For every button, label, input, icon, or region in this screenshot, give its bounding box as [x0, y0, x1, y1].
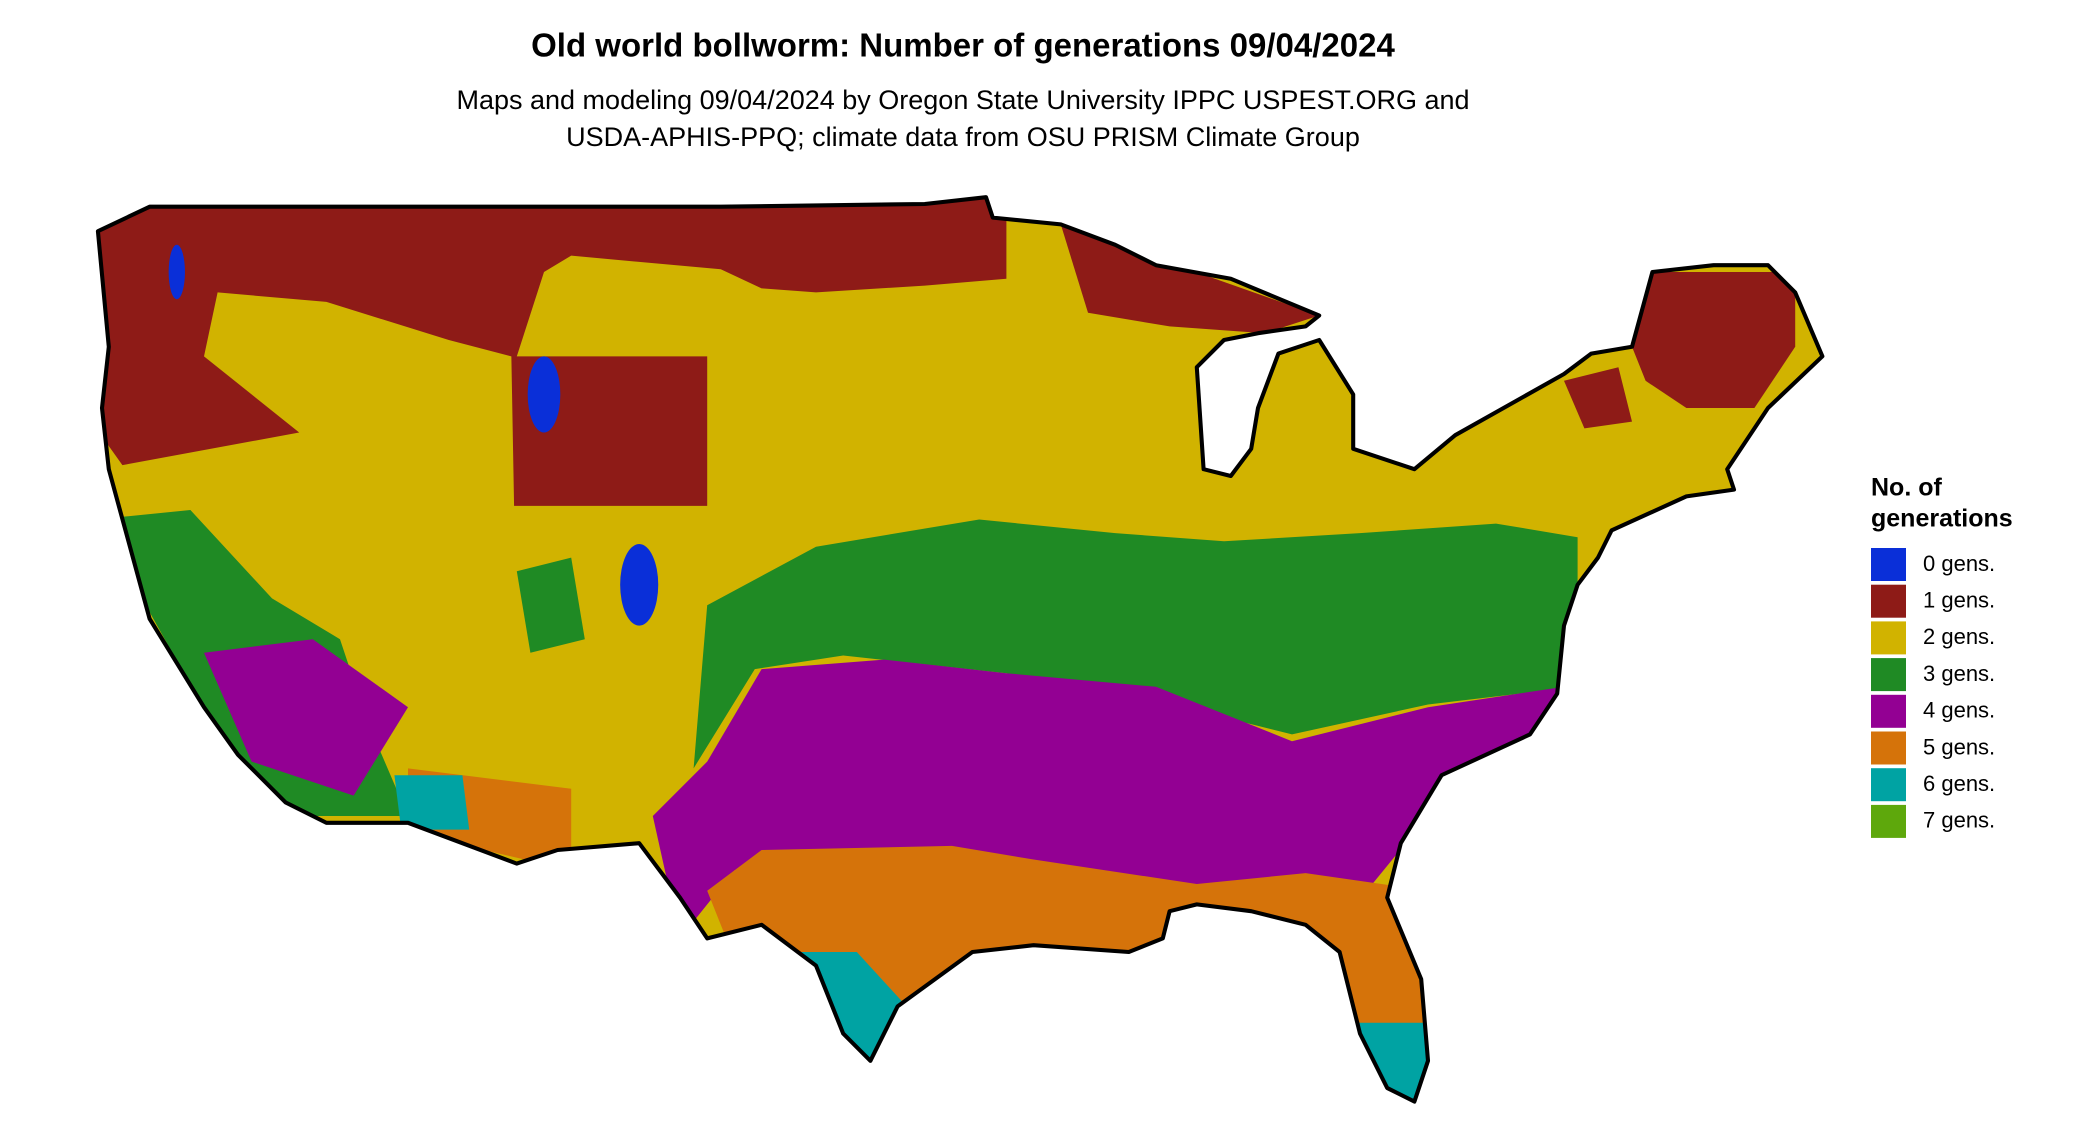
legend-label: 1 gens. — [1923, 588, 1995, 613]
map-title: Old world bollworm: Number of generation… — [531, 27, 1395, 64]
legend-swatch — [1871, 584, 1906, 618]
legend-label: 5 gens. — [1923, 734, 1995, 759]
legend-swatch — [1871, 731, 1906, 765]
region — [1374, 1107, 1401, 1116]
region — [1346, 1022, 1442, 1102]
legend-label: 7 gens. — [1923, 808, 1995, 833]
map-subtitle: Maps and modeling 09/04/2024 by Oregon S… — [456, 85, 1469, 115]
legend-title: No. of — [1871, 474, 1942, 502]
legend-label: 0 gens. — [1923, 551, 1995, 576]
region — [168, 244, 185, 300]
region — [1564, 367, 1632, 429]
legend-swatch — [1871, 694, 1906, 728]
region — [394, 775, 470, 830]
legend-label: 2 gens. — [1923, 624, 1995, 649]
legend-title: generations — [1871, 505, 2013, 533]
legend: 0 gens. 1 gens. 2 gens. 3 gens. 4 gens. 5 gen… — [1871, 548, 1995, 838]
region — [204, 639, 408, 796]
region — [97, 197, 1007, 506]
map-subtitle: USDA-APHIS-PPQ; climate data from OSU PR… — [566, 122, 1360, 152]
legend-swatch — [1871, 621, 1906, 655]
region — [527, 356, 561, 433]
region — [693, 519, 1578, 769]
legend-swatch — [1871, 768, 1906, 802]
legend-label: 6 gens. — [1923, 771, 1995, 796]
region — [707, 845, 1449, 1102]
legend-label: 3 gens. — [1923, 661, 1995, 686]
us-map — [0, 136, 1904, 1116]
region — [1632, 272, 1796, 408]
legend-swatch — [1871, 548, 1906, 581]
region — [620, 544, 659, 626]
region — [652, 659, 1564, 939]
legend-label: 4 gens. — [1923, 698, 1995, 723]
legend-swatch — [1871, 658, 1906, 692]
region — [516, 557, 585, 653]
legend-swatch — [1871, 804, 1906, 838]
